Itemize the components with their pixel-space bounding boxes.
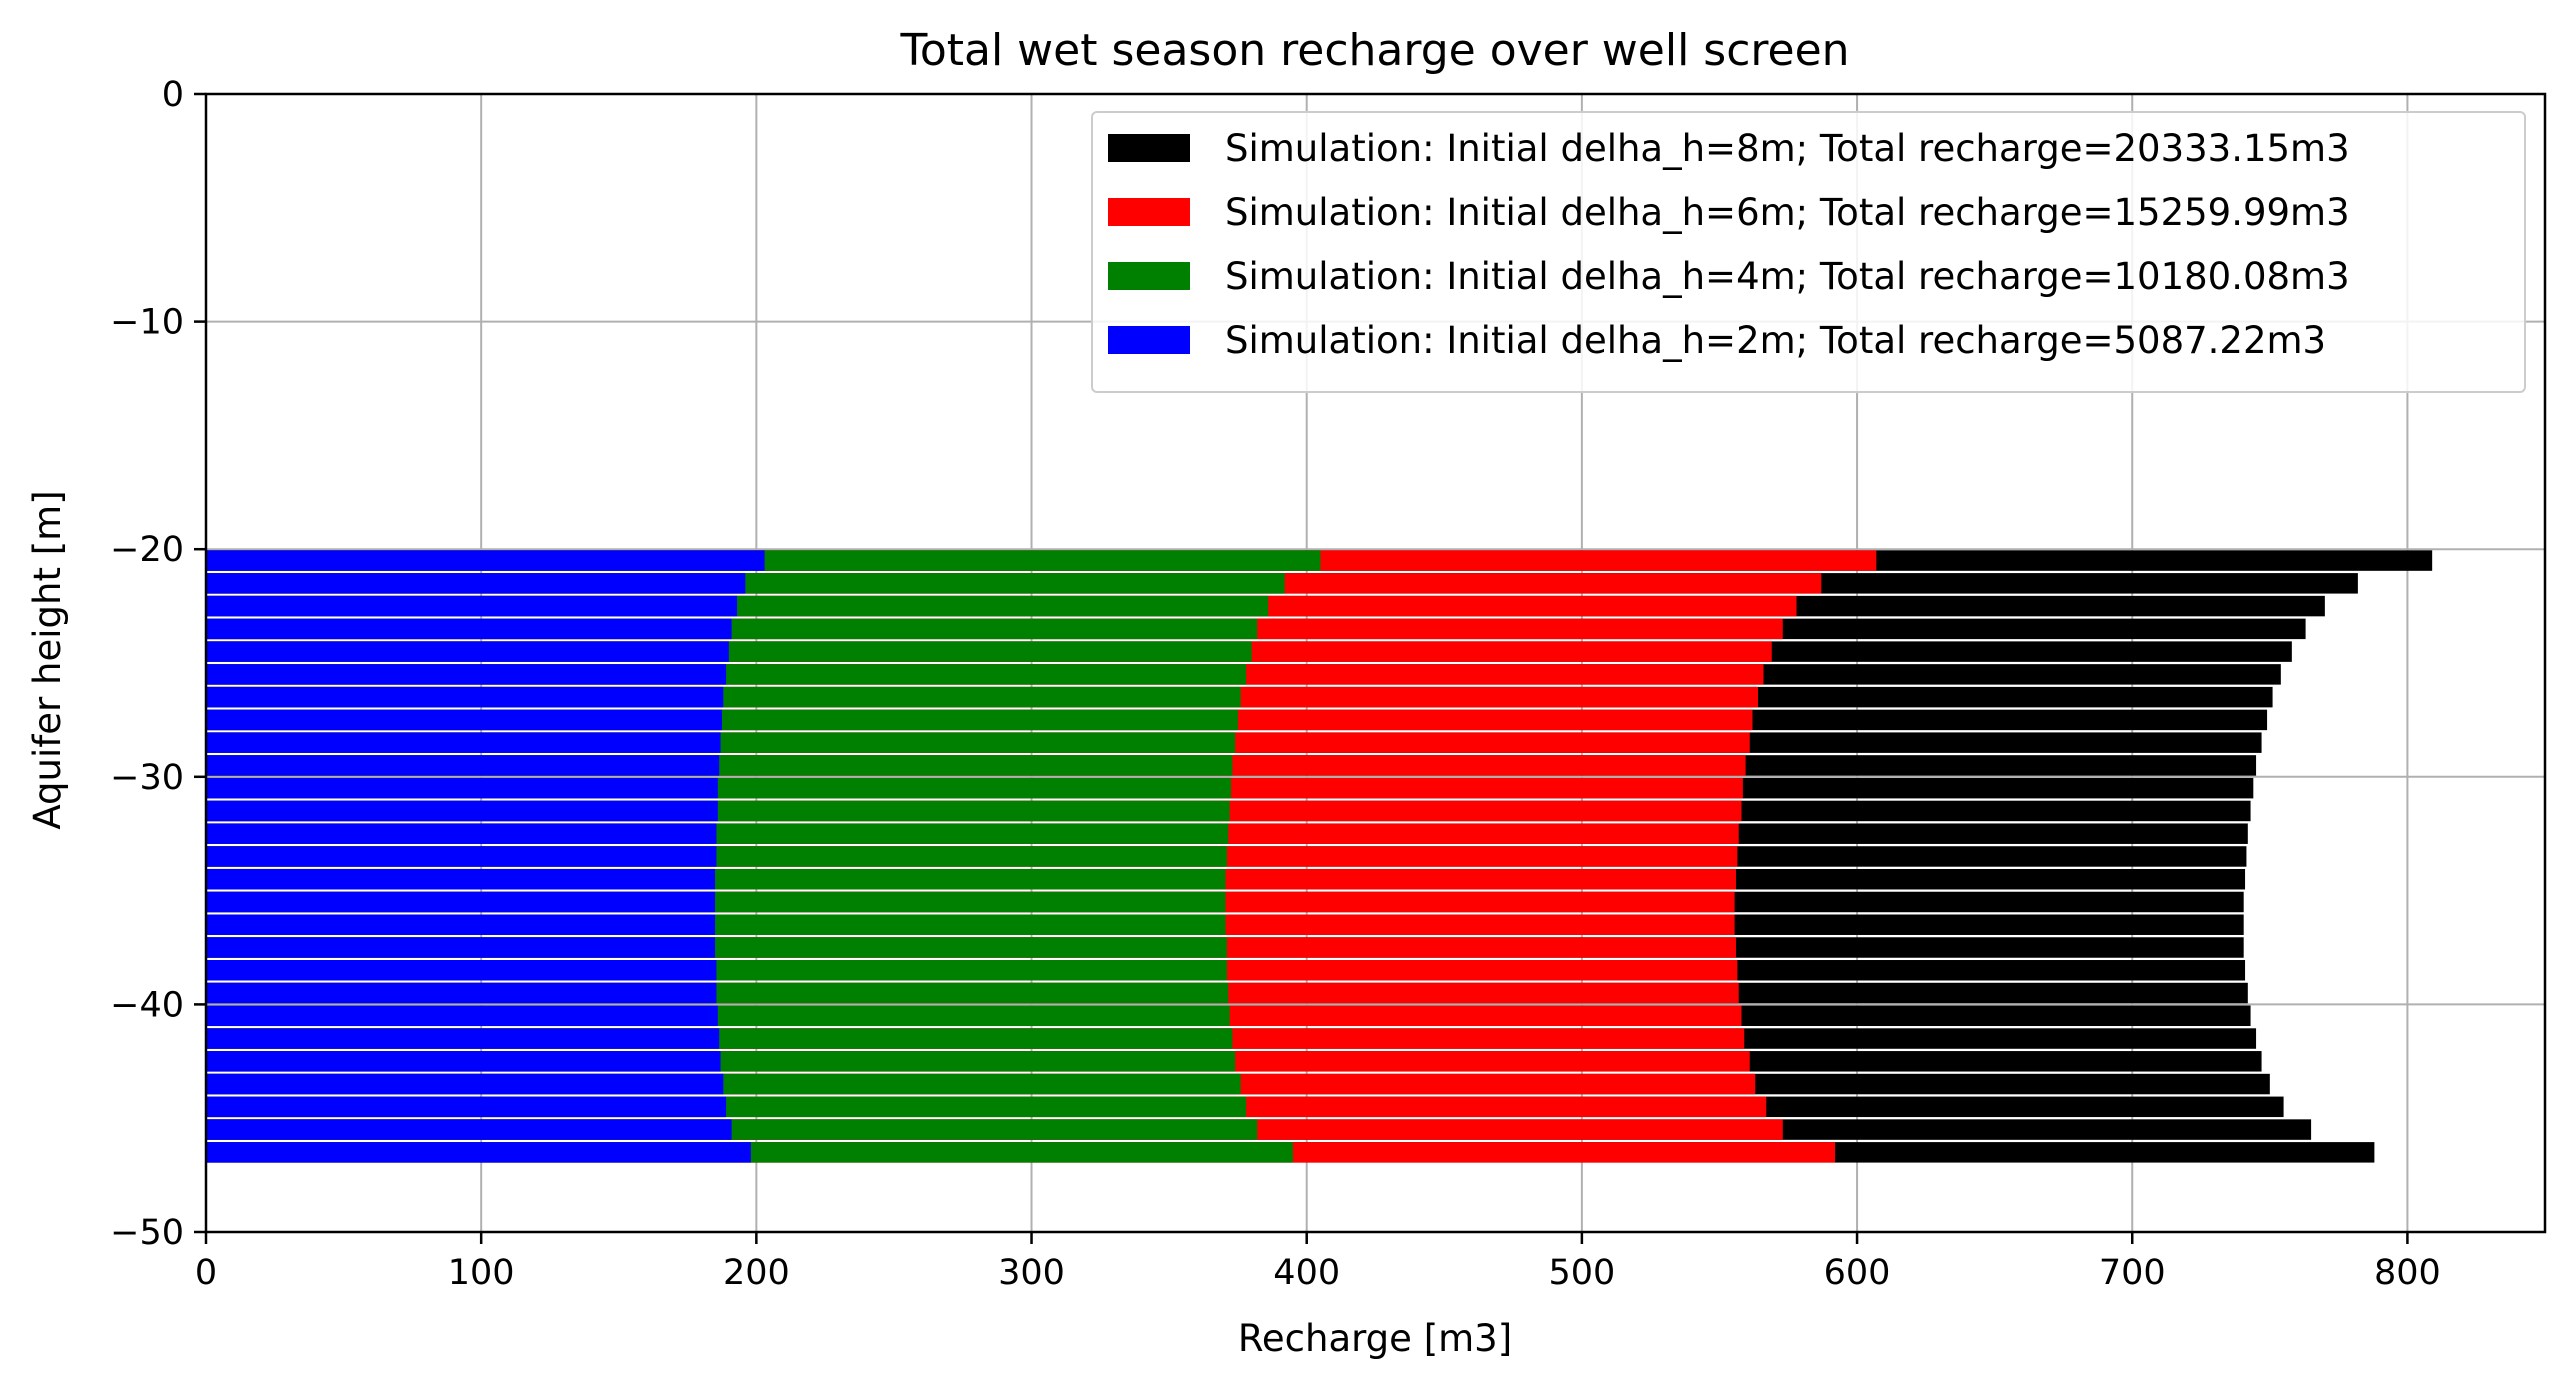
y-tick-label: 0 <box>162 75 184 115</box>
bar <box>206 823 717 844</box>
plot-frame <box>204 92 2547 1234</box>
bar <box>206 550 765 571</box>
x-tick-label: 800 <box>2374 1253 2441 1293</box>
bar <box>206 1073 724 1095</box>
bar <box>206 1051 721 1072</box>
bar <box>206 1119 732 1140</box>
bar <box>206 914 716 935</box>
series-4 <box>206 550 765 1163</box>
bar <box>206 595 738 617</box>
chart-title: Total wet season recharge over well scre… <box>899 25 1849 76</box>
bar <box>206 686 724 708</box>
y-tick-label: −20 <box>110 530 184 570</box>
legend-label: Simulation: Initial delha_h=2m; Total re… <box>1225 319 2326 362</box>
y-tick-label: −40 <box>110 985 184 1025</box>
bar <box>206 960 717 981</box>
bar <box>206 1142 751 1163</box>
bar <box>206 618 732 640</box>
bar <box>206 800 718 822</box>
legend-swatch <box>1108 326 1190 354</box>
x-tick-label: 400 <box>1273 1253 1340 1293</box>
legend-label: Simulation: Initial delha_h=4m; Total re… <box>1225 255 2350 298</box>
bar <box>206 1028 720 1049</box>
x-tick-label: 700 <box>2099 1253 2166 1293</box>
bar <box>206 641 729 662</box>
bar <box>206 937 716 958</box>
x-tick-label: 300 <box>998 1253 1065 1293</box>
legend-swatch <box>1108 198 1190 226</box>
y-axis-label: Aquifer height [m] <box>26 490 69 829</box>
bar <box>206 732 721 753</box>
bar <box>206 755 720 776</box>
x-axis-label: Recharge [m3] <box>1238 1317 1512 1360</box>
bar <box>206 982 717 1004</box>
legend-swatch <box>1108 262 1190 290</box>
bar <box>206 1096 727 1118</box>
legend-label: Simulation: Initial delha_h=8m; Total re… <box>1225 127 2350 170</box>
legend-box <box>1091 111 2526 393</box>
y-tick-label: −10 <box>110 303 184 343</box>
bars <box>206 550 2433 1163</box>
y-tick-label: −30 <box>110 758 184 798</box>
x-tick-label: 200 <box>723 1253 790 1293</box>
bar <box>206 709 722 731</box>
y-tick-label: −50 <box>110 1213 184 1253</box>
bar <box>206 777 718 799</box>
legend-swatch <box>1108 134 1190 162</box>
legend: Simulation: Initial delha_h=8m; Total re… <box>1091 111 2526 393</box>
bar <box>206 846 717 867</box>
x-tick-label: 600 <box>1824 1253 1891 1293</box>
bar <box>206 891 716 913</box>
axis-ticks: 0 100 200 300 400 500 600 700 800 0 −10 −20 −30 −40 −5… <box>110 75 2441 1293</box>
bar <box>206 664 727 685</box>
x-tick-label: 100 <box>448 1253 515 1293</box>
bar <box>206 1005 718 1027</box>
bar <box>206 573 746 594</box>
legend-label: Simulation: Initial delha_h=6m; Total re… <box>1225 191 2350 234</box>
x-tick-label: 500 <box>1548 1253 1615 1293</box>
bar <box>206 868 716 890</box>
x-tick-label: 0 <box>195 1253 217 1293</box>
